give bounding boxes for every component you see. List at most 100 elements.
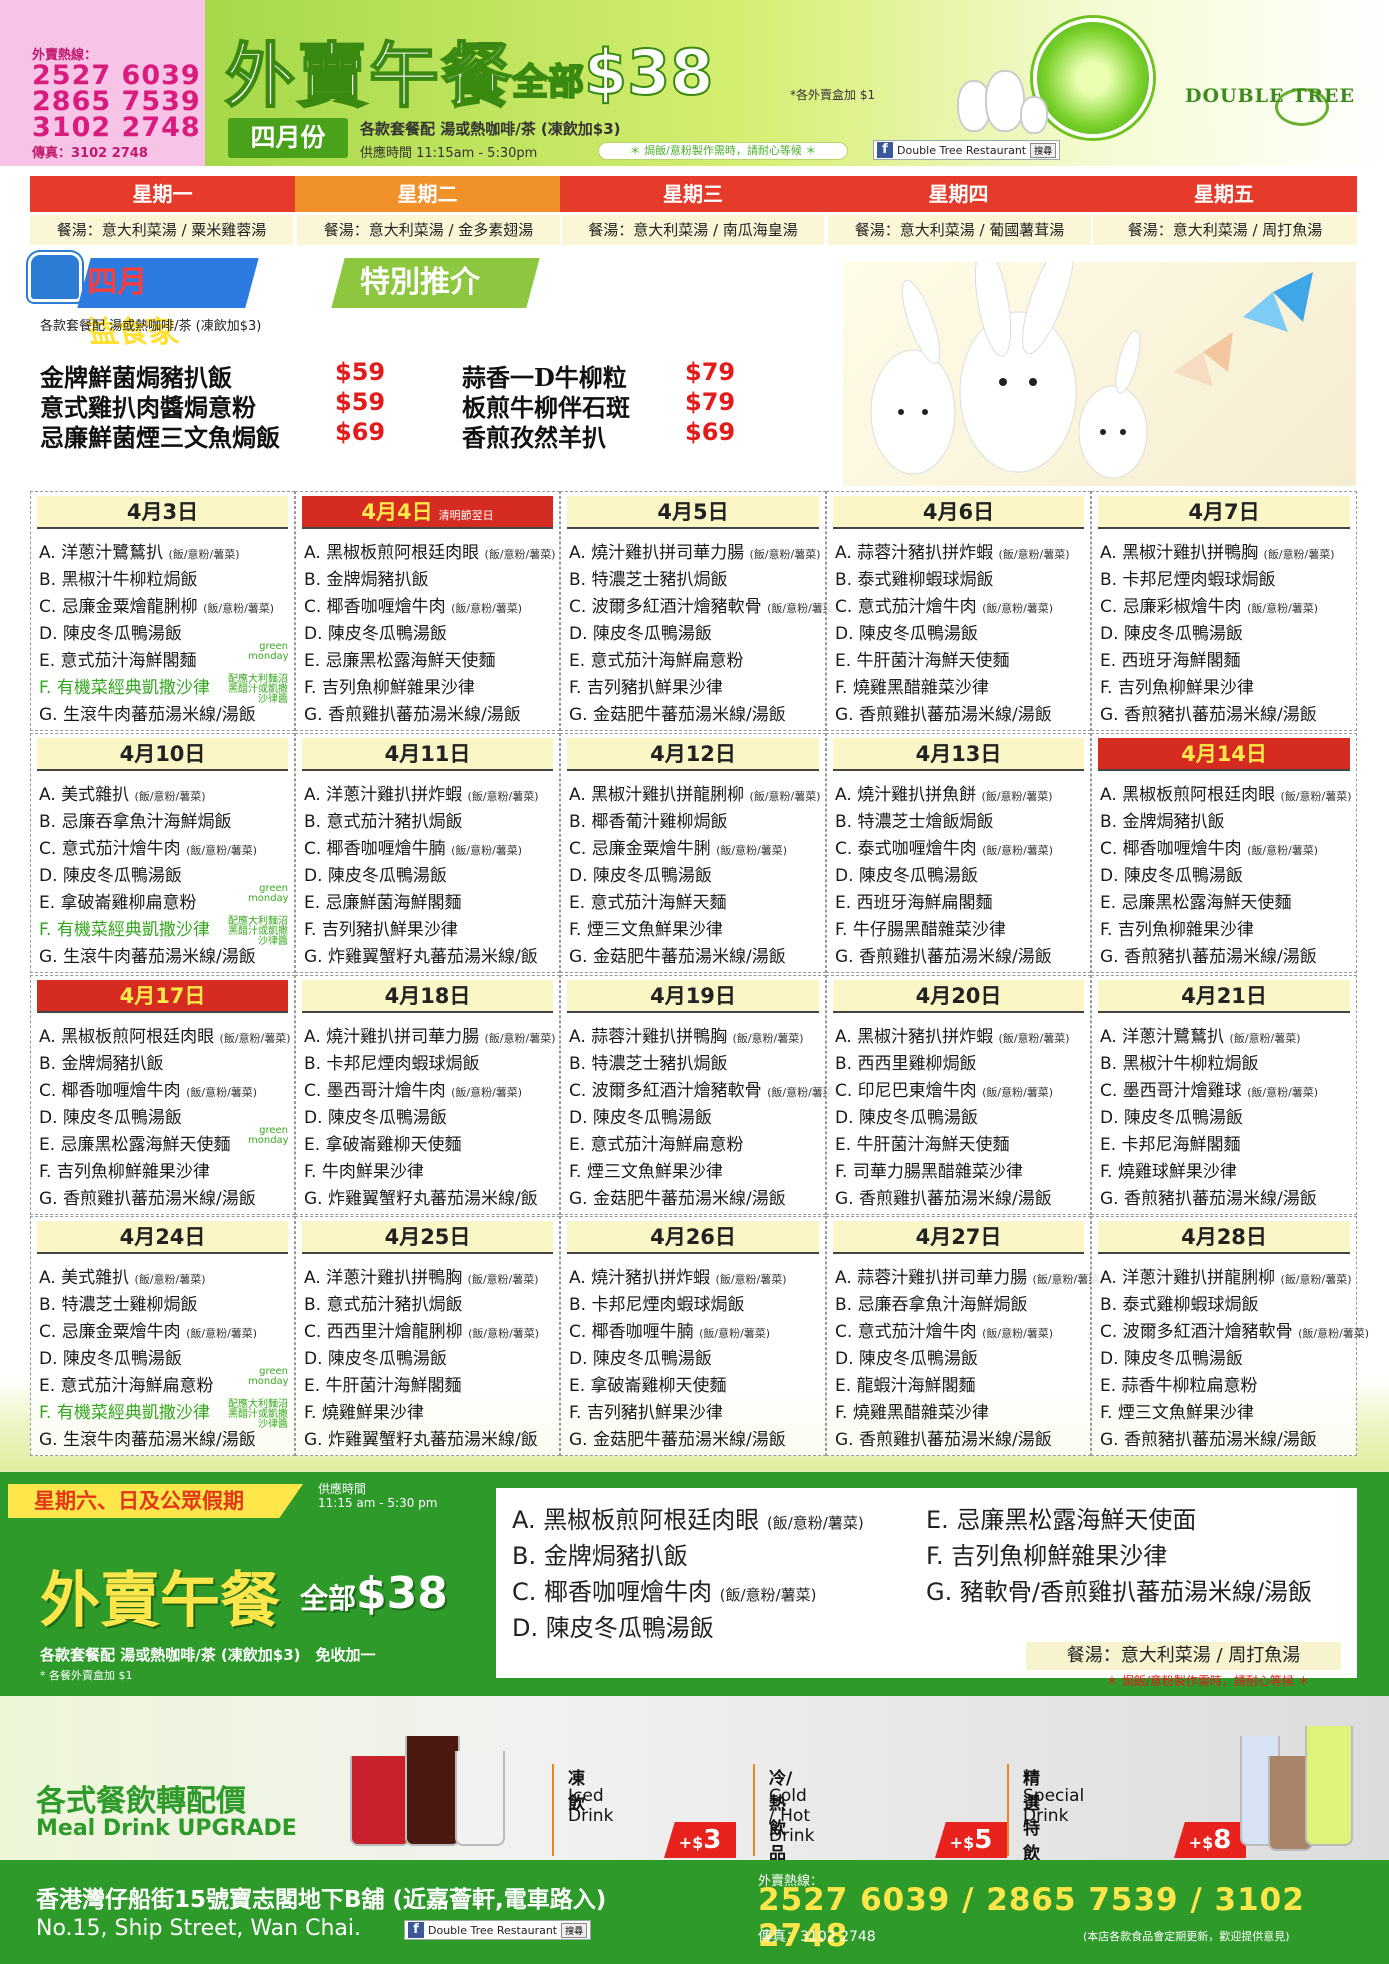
menu-item: D. 陳皮冬瓜鴨湯飯 <box>835 1349 978 1369</box>
menu-item: G. 生滾牛肉蕃茄湯米線/湯飯 <box>39 947 256 967</box>
soup-thu: 餐湯：意大利菜湯 / 葡國薯茸湯 <box>828 215 1091 245</box>
address-zh: 香港灣仔船街15號寶志閣地下B舖 (近嘉薈軒,電車路入) <box>36 1887 607 1913</box>
menu-item: B. 意式茄汁豬扒焗飯 <box>304 1295 463 1315</box>
menu-item: D. 陳皮冬瓜鴨湯飯 <box>1100 866 1243 886</box>
menu-item: A. 洋蔥汁鷺鶿扒 (飯/意粉/薯菜) <box>39 543 240 563</box>
facebook-search-button[interactable]: 搜尋 <box>1030 142 1057 158</box>
weekday-wed: 星期三 <box>560 176 826 212</box>
facebook-search-box[interactable]: f Double Tree Restaurant 搜尋 <box>873 140 1061 160</box>
promo-item-price: $69 <box>335 418 386 446</box>
wait-note: ＊ 焗飯/意粉製作需時，請耐心等候 ＊ <box>598 142 848 160</box>
menu-item: F. 吉列魚柳雜果沙律 <box>1100 920 1254 940</box>
menu-item: D. 陳皮冬瓜鴨湯飯 <box>569 1349 712 1369</box>
menu-item: G. 香煎雞扒蕃茄湯米線/湯飯 <box>835 1430 1052 1450</box>
menu-item: G. 香煎雞扒蕃茄湯米線/湯飯 <box>304 705 521 725</box>
promo-item-name: 忌廉鮮菌煙三文魚焗飯 <box>40 423 280 452</box>
menu-item: C. 泰式咖喱燴牛肉 (飯/意粉/薯菜) <box>835 839 1054 859</box>
hotline-phone-3[interactable]: 3102 2748 <box>32 112 201 143</box>
facebook-page-name[interactable]: Double Tree Restaurant <box>897 143 1027 157</box>
menu-item: D. 陳皮冬瓜鴨湯飯 <box>1100 624 1243 644</box>
drink-option-en: Cold / Hot Drink <box>769 1786 815 1846</box>
hotline-phone-1[interactable]: 2527 6039 <box>32 60 201 91</box>
day-date-header: 4月6日 <box>833 496 1084 529</box>
day-date-header: 4月26日 <box>567 1221 819 1254</box>
promo-item-price: $59 <box>335 388 386 416</box>
facebook-search-button[interactable]: 搜尋 <box>561 1922 588 1938</box>
weekend-price-prefix: 全部 <box>300 1582 357 1615</box>
menu-item: B. 金牌焗豬扒飯 <box>1100 812 1225 832</box>
menu-item: E. 意式茄汁海鮮扁意粉 <box>39 1376 214 1396</box>
fax-label: 傳真：3102 2748 <box>32 146 148 161</box>
menu-item: B. 意式茄汁豬扒焗飯 <box>304 812 463 832</box>
menu-item: D. 陳皮冬瓜鴨湯飯 <box>304 1349 447 1369</box>
menu-item: A. 黑椒板煎阿根廷肉眼 (飯/意粉/薯菜) <box>304 543 556 563</box>
menu-item: F. 煙三文魚鮮果沙律 <box>1100 1403 1254 1423</box>
day-menu-cell: 4月6日 A. 蒜蓉汁豬扒拼炸蝦 (飯/意粉/薯菜) B. 泰式雞柳蝦球焗飯 C. 意… <box>826 491 1091 731</box>
menu-item: F. 牛仔腸黑醋雜菜沙律 <box>835 920 1006 940</box>
menu-item: F. 燒雞球鮮果沙律 <box>1100 1162 1237 1182</box>
drink-option-zh: 精選特飲 <box>1023 1769 1040 1864</box>
promo-item-price: $79 <box>685 388 736 416</box>
menu-item: E. 拿破崙雞柳天使麵 <box>304 1135 462 1155</box>
menu-item: F. 吉列魚柳鮮雜果沙律 <box>39 1162 210 1182</box>
footer-phones[interactable]: 2527 6039 / 2865 7539 / 3102 2748 <box>758 1882 1305 1954</box>
menu-item: E. 忌廉黑松露海鮮天使麵 <box>304 651 496 671</box>
footer-hotline-label: 外賣熱線： <box>758 1874 824 1889</box>
hotline-phone-2[interactable]: 2865 7539 <box>32 86 201 117</box>
menu-item: E. 西班牙海鮮扁閣麵 <box>835 893 993 913</box>
soup-fri: 餐湯：意大利菜湯 / 周打魚湯 <box>1093 215 1357 245</box>
promo-badge-special: 特別推介 <box>331 258 540 308</box>
menu-item: C. 波爾多紅酒汁燴豬軟骨 (飯/意粉/薯菜) <box>1100 1322 1370 1342</box>
menu-item: B. 黑椒汁牛柳粒焗飯 <box>39 570 198 590</box>
double-tree-logo: DOUBLE TREE <box>1160 85 1380 107</box>
menu-item: A. 黑椒汁豬扒拼炸蝦 (飯/意粉/薯菜) <box>835 1027 1070 1047</box>
menu-item: E. 蒜香牛柳粒扁意粉 <box>1100 1376 1258 1396</box>
menu-item: A. 蒜蓉汁雞扒拼鴨胸 (飯/意粉/薯菜) <box>569 1027 804 1047</box>
footer-fax: 傳真：3102 2748 <box>758 1929 876 1945</box>
weekend-item: G. 豬軟骨/香煎雞扒蕃茄湯米線/湯飯 <box>926 1578 1313 1606</box>
menu-item: F. 有機菜經典凱撒沙律 <box>39 1403 210 1423</box>
soup-wed: 餐湯：意大利菜湯 / 南瓜海皇湯 <box>562 215 824 245</box>
menu-item: B. 泰式雞柳蝦球焗飯 <box>835 570 994 590</box>
day-date-header: 4月27日 <box>833 1221 1084 1254</box>
menu-item: B. 特濃芝士燴飯焗飯 <box>835 812 994 832</box>
promo-item-name: 蒜香一D牛柳粒 <box>462 363 627 392</box>
holiday-label: 清明節翌日 <box>438 509 494 522</box>
weekend-menu: A. 黑椒板煎阿根廷肉眼 (飯/意粉/薯菜) B. 金牌焗豬扒飯 C. 椰香咖喱… <box>496 1488 1357 1688</box>
weekday-fri: 星期五 <box>1091 176 1357 212</box>
day-menu-cell: 4月12日 A. 黑椒汁雞扒拼龍脷柳 (飯/意粉/薯菜) B. 椰香葡汁雞柳焗飯 C.… <box>560 733 826 973</box>
day-menu-cell: 4月14日 A. 黑椒板煎阿根廷肉眼 (飯/意粉/薯菜) B. 金牌焗豬扒飯 C. 椰… <box>1091 733 1357 973</box>
weekend-title: 外賣午餐 <box>40 1566 280 1636</box>
day-date-header: 4月19日 <box>567 980 819 1013</box>
month-badge: 四月份 <box>228 118 348 158</box>
menu-item: A. 黑椒板煎阿根廷肉眼 (飯/意粉/薯菜) <box>39 1027 291 1047</box>
promo-item-name: 金牌鮮菌焗豬扒飯 <box>40 363 232 392</box>
promo-item-name: 意式雞扒肉醬焗意粉 <box>40 393 256 422</box>
menu-item: C. 西西里汁燴龍脷柳 (飯/意粉/薯菜) <box>304 1322 540 1342</box>
facebook-page-name[interactable]: Double Tree Restaurant <box>428 1923 558 1937</box>
menu-item: E. 牛肝菌汁海鮮天使麵 <box>835 1135 1010 1155</box>
green-monday-icon: green monday <box>248 641 289 662</box>
menu-item: G. 香煎豬扒蕃茄湯米線/湯飯 <box>1100 1189 1317 1209</box>
day-date-header: 4月20日 <box>833 980 1084 1013</box>
menu-item: C. 椰香咖喱牛腩 (飯/意粉/薯菜) <box>569 1322 771 1342</box>
menu-item: F. 有機菜經典凱撒沙律 <box>39 678 210 698</box>
menu-item: G. 金菇肥牛蕃茄湯米線/湯飯 <box>569 705 786 725</box>
menu-item: B. 泰式雞柳蝦球焗飯 <box>1100 1295 1259 1315</box>
bunny-icon <box>1020 96 1048 134</box>
menu-item: F. 煙三文魚鮮果沙律 <box>569 920 723 940</box>
menu-item: A. 洋蔥汁雞扒拼炸蝦 (飯/意粉/薯菜) <box>304 785 539 805</box>
menu-item: C. 墨西哥汁燴雞球 (飯/意粉/薯菜) <box>1100 1081 1319 1101</box>
menu-item: G. 炸雞翼蟹籽丸蕃茄湯米線/飯 <box>304 1189 538 1209</box>
set-info: 各款套餐配 湯或熱咖啡/茶 (凍飲加$3) <box>360 120 621 138</box>
drink-option: 凍飲 Iced Drink +$3 <box>552 1764 736 1858</box>
green-monday-icon: green monday <box>248 1366 289 1387</box>
facebook-search-box[interactable]: f Double Tree Restaurant 搜尋 <box>404 1920 592 1940</box>
menu-item: G. 香煎雞扒蕃茄湯米線/湯飯 <box>835 1189 1052 1209</box>
day-date-header: 4月7日 <box>1098 496 1350 529</box>
day-menu-cell: 4月24日 A. 美式雜扒 (飯/意粉/薯菜) B. 特濃芝士雞柳焗飯 C. 忌廉金粟… <box>30 1216 295 1456</box>
weekend-price-value: $38 <box>356 1568 448 1619</box>
day-date-header: 4月18日 <box>302 980 553 1013</box>
day-menu-cell: 4月13日 A. 燒汁雞扒拼魚餅 (飯/意粉/薯菜) B. 特濃芝士燴飯焗飯 C. 泰… <box>826 733 1091 973</box>
menu-item: B. 忌廉吞拿魚汁海鮮焗飯 <box>835 1295 1028 1315</box>
